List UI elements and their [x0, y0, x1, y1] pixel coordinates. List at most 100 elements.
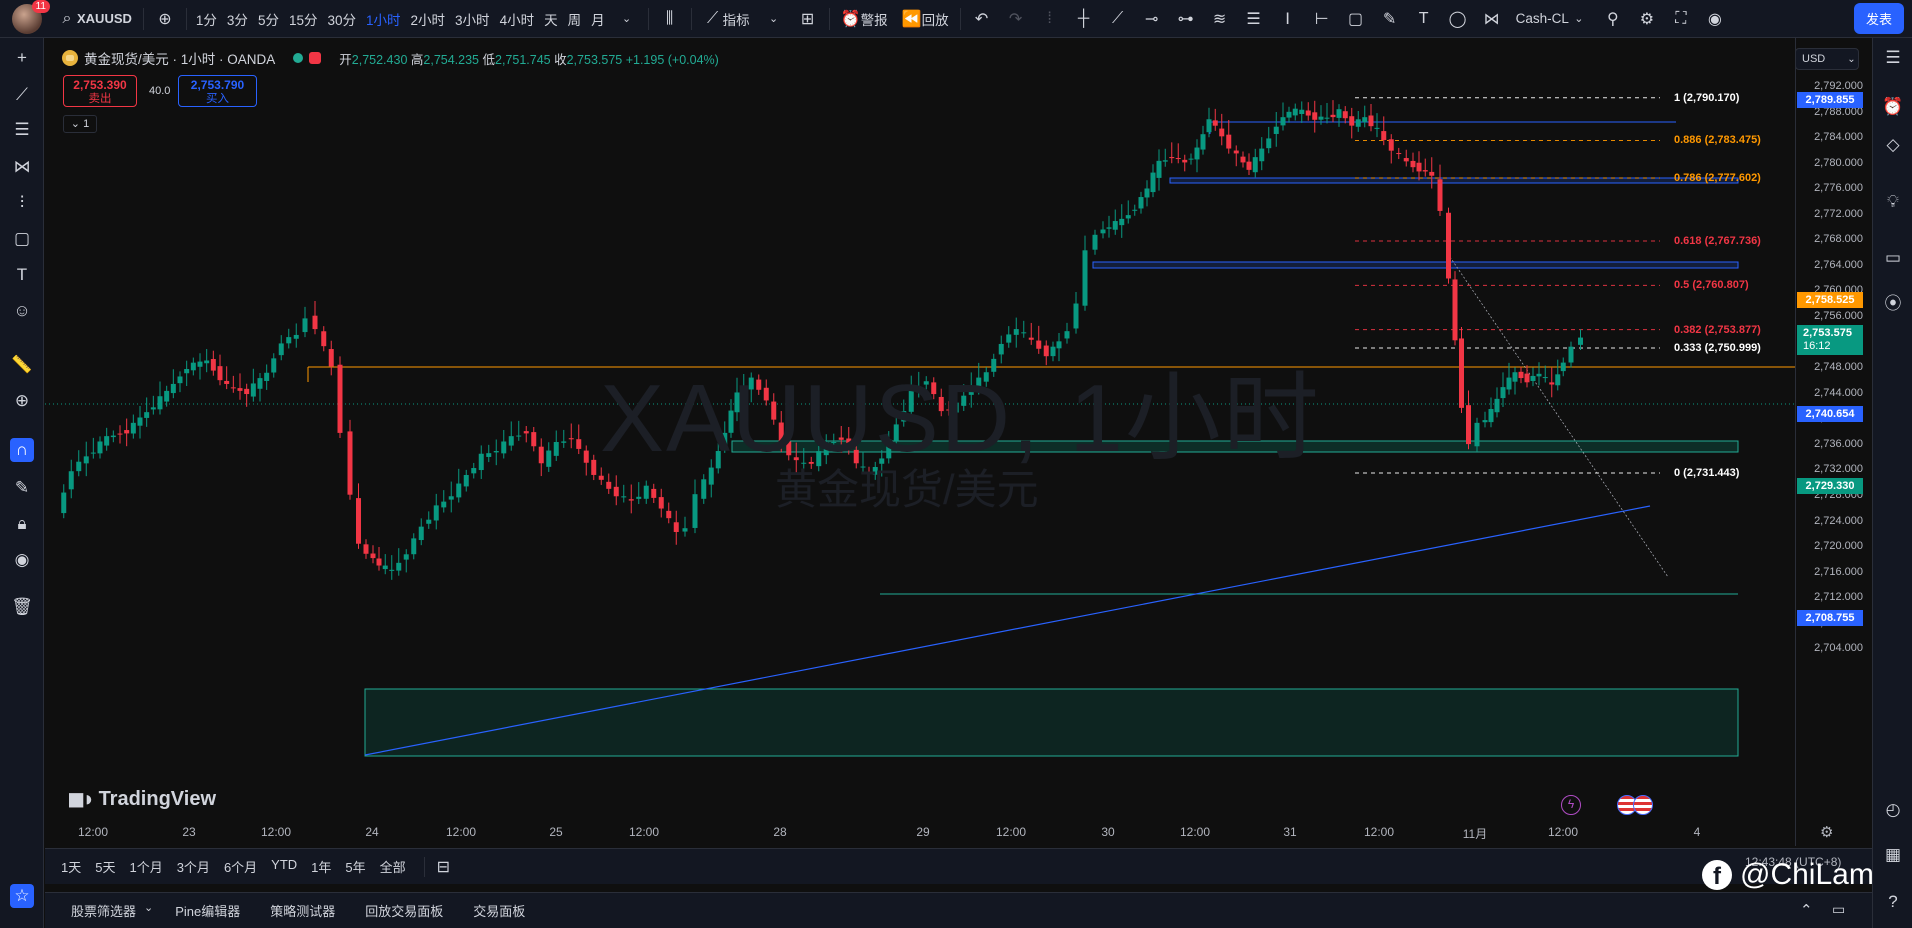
templates-button[interactable]: ⊞ — [791, 0, 825, 38]
price-label[interactable]: 2,740.654 — [1797, 406, 1863, 423]
eye-icon[interactable]: ◉ — [14, 550, 30, 569]
panel-tab-3[interactable]: 回放交易面板 — [365, 904, 444, 919]
callout-tool[interactable]: ◯ — [1441, 0, 1475, 38]
lightbulb-icon[interactable]: 💡︎ — [1887, 192, 1899, 211]
buy-button[interactable]: 2,753.790 买入 — [178, 75, 257, 107]
interval-dropdown[interactable]: ⌄ — [610, 0, 644, 38]
shapes-icon[interactable]: ▢ — [13, 229, 31, 248]
chevron-down-icon[interactable]: ⌄ — [144, 902, 154, 914]
range-button-0[interactable]: 1天 — [61, 860, 82, 875]
replay-button[interactable]: ⏪ 回放 — [895, 0, 956, 38]
alarm-clock-icon[interactable]: ⏰ — [1882, 97, 1904, 116]
range-button-2[interactable]: 1个月 — [129, 860, 163, 875]
panel-tab-1[interactable]: Pine编辑器 — [175, 904, 241, 919]
emoji-icon[interactable]: ☺ — [13, 301, 31, 320]
text-tool[interactable]: T — [1407, 0, 1441, 38]
horizontal-line-tool[interactable]: ⊶ — [1169, 0, 1203, 38]
interval-2[interactable]: 5分 — [257, 12, 279, 28]
price-label[interactable]: 2,789.855 — [1797, 91, 1863, 108]
range-button-8[interactable]: 全部 — [379, 860, 406, 875]
panel-tab-0[interactable]: 股票筛选器 — [71, 904, 137, 919]
time-scale[interactable]: 12:00 23 12:00 24 12:00 25 12:00 28 29 12:00 30 12:… — [45, 820, 1872, 846]
timezone-clock[interactable]: 12:43:48 (UTC+8) — [1745, 855, 1842, 869]
price-label[interactable]: 2,758.525 — [1797, 291, 1863, 308]
pattern-tool[interactable]: ⋈ — [1475, 0, 1509, 38]
panel-tab-4[interactable]: 交易面板 — [473, 904, 526, 919]
ray-tool[interactable]: ⊸ — [1135, 0, 1169, 38]
chart-canvas[interactable] — [45, 38, 1795, 846]
magnet-icon[interactable]: ∩ — [10, 438, 34, 462]
calendar-icon[interactable]: ▦ — [1884, 845, 1902, 864]
brush-tool[interactable]: ✎ — [1373, 0, 1407, 38]
layers-icon[interactable]: ◇ — [1886, 135, 1900, 154]
range-button-4[interactable]: 6个月 — [223, 860, 258, 875]
lightning-event-icon[interactable]: ϟ — [1561, 795, 1581, 815]
redo-button[interactable]: ↷ — [999, 0, 1033, 38]
user-avatar[interactable]: 11 — [12, 0, 50, 34]
parallel-channel-tool[interactable]: ≋ — [1203, 0, 1237, 38]
interval-0[interactable]: 1分 — [195, 12, 217, 28]
range-button-6[interactable]: 1年 — [311, 860, 332, 875]
maximize-panel-icon[interactable]: ▭ — [1832, 901, 1846, 917]
interval-1[interactable]: 3分 — [226, 12, 248, 28]
interval-10[interactable]: 周 — [567, 12, 582, 28]
price-chart[interactable] — [45, 38, 1795, 846]
help-icon[interactable]: ? — [1888, 892, 1898, 911]
fullscreen-button[interactable]: ⛶ — [1664, 0, 1698, 38]
currency-select[interactable]: USD ⌄ — [1795, 48, 1859, 70]
trend-line-icon[interactable]: ⟋ — [16, 85, 28, 104]
indicators-button[interactable]: ⟋ 指标 — [696, 0, 757, 38]
goto-date-icon[interactable]: ⊟ — [423, 856, 450, 877]
star-icon[interactable]: ☆ — [10, 884, 34, 908]
legend-title[interactable]: 黄金现货/美元 · 1小时 · OANDA — [84, 52, 276, 67]
vertical-line-tool[interactable]: ┼ — [1067, 0, 1101, 38]
symbol-search-button[interactable]: ⌕ XAUUSD — [50, 0, 139, 38]
chat-icon[interactable]: ▭ — [1884, 248, 1902, 267]
watchlist-icon[interactable]: ☰ — [1885, 48, 1901, 67]
ruler-icon[interactable]: 📏 — [11, 355, 33, 374]
chevron-up-icon[interactable]: ⌃ — [1800, 902, 1813, 919]
price-label[interactable]: 2,729.330 — [1797, 478, 1863, 495]
layout-name[interactable]: Cash-CL ⌄ — [1509, 0, 1596, 38]
interval-4[interactable]: 30分 — [327, 12, 357, 28]
trash-icon[interactable]: 🗑︎ — [11, 597, 33, 616]
rectangle-tool[interactable]: ▢ — [1339, 0, 1373, 38]
fib-retracement-icon[interactable]: ☰ — [14, 120, 30, 139]
interval-11[interactable]: 月 — [591, 12, 605, 28]
text-icon[interactable]: T — [16, 265, 28, 284]
indicators-dropdown[interactable]: ⌄ — [757, 0, 791, 38]
range-button-3[interactable]: 3个月 — [176, 860, 210, 875]
indicator-collapse-button[interactable]: ⌄ 1 — [63, 115, 97, 133]
range-button-1[interactable]: 5天 — [95, 860, 116, 875]
fib-tool[interactable]: ☰ — [1237, 0, 1271, 38]
interval-7[interactable]: 3小时 — [455, 12, 490, 28]
signal-icon[interactable]: ⦿ — [1884, 294, 1902, 313]
undo-button[interactable]: ↶ — [965, 0, 999, 38]
panel-tab-2[interactable]: 策略测试器 — [270, 904, 336, 919]
alert-button[interactable]: ⏰ 警报 — [834, 0, 895, 38]
interval-6[interactable]: 2小时 — [410, 12, 446, 28]
pattern-icon[interactable]: ⋈ — [13, 157, 31, 176]
interval-5[interactable]: 1小时 — [366, 12, 401, 28]
crosshair-icon[interactable]: + — [17, 48, 27, 67]
lock-icon[interactable]: 🔒︎ — [17, 514, 27, 533]
sell-button[interactable]: 2,753.390 卖出 — [63, 75, 137, 107]
zoom-in-icon[interactable]: ⊕ — [14, 391, 30, 410]
economic-event-flag-icon-2[interactable] — [1633, 795, 1653, 815]
text-note-tool[interactable]: Ⅰ — [1271, 0, 1305, 38]
price-label[interactable]: 2,708.755 — [1797, 609, 1863, 626]
range-button-7[interactable]: 5年 — [345, 860, 366, 875]
speedometer-icon[interactable]: ◴ — [1885, 800, 1901, 819]
quick-search-button[interactable]: ⚲ — [1596, 0, 1630, 38]
compare-symbol-button[interactable]: ⊕ — [148, 0, 182, 38]
settings-button[interactable]: ⚙ — [1630, 0, 1664, 38]
measure-tool[interactable]: ⊢ — [1305, 0, 1339, 38]
lock-drawing-icon[interactable]: ✎ — [14, 478, 30, 497]
publish-button[interactable]: 发表 — [1853, 3, 1904, 34]
time-axis-settings-icon[interactable]: ⚙ — [1820, 824, 1834, 841]
interval-9[interactable]: 天 — [544, 12, 558, 28]
drag-handle[interactable]: ⁞ — [1033, 0, 1067, 38]
current-price-label[interactable]: 2,753.575 16:12 — [1797, 324, 1863, 355]
chart-type-button[interactable]: ⫼ — [653, 0, 687, 38]
trend-line-tool[interactable]: ⟋ — [1101, 0, 1135, 38]
